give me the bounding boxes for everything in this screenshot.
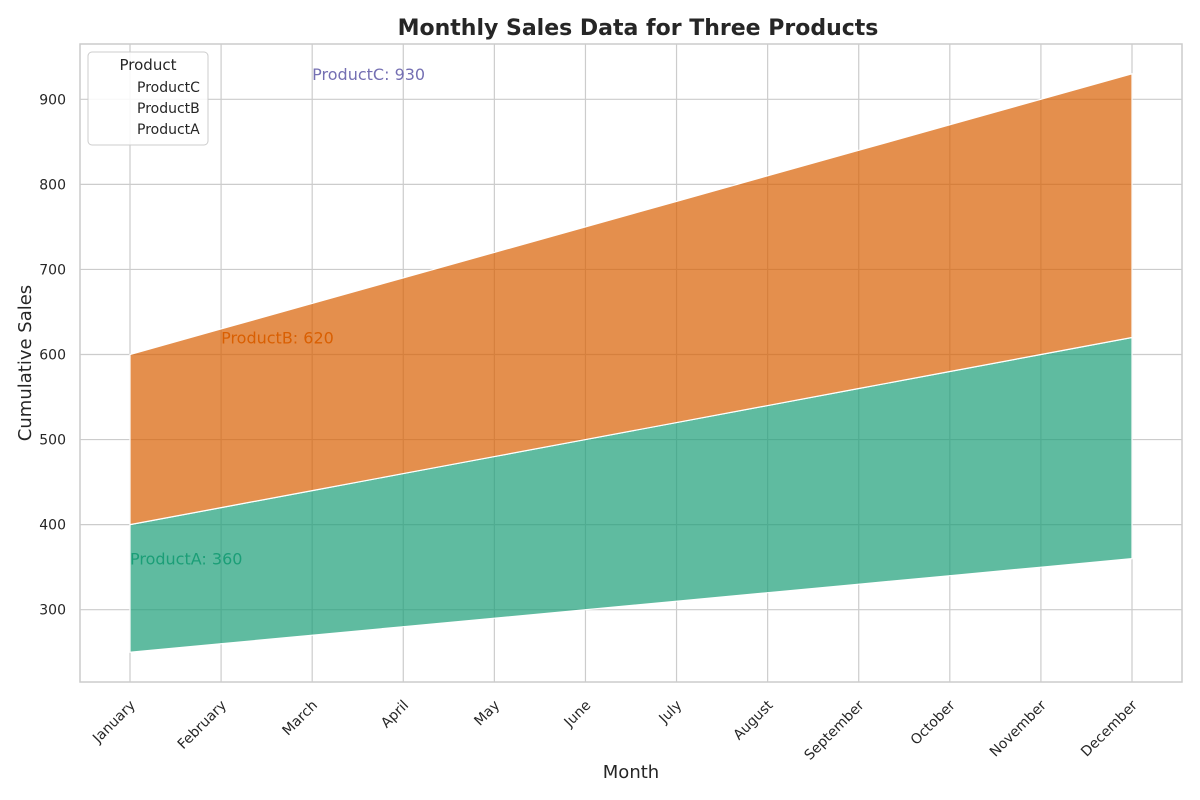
legend: Product ProductC ProductB ProductA bbox=[87, 51, 209, 146]
annotation-label: ProductA: 360 bbox=[130, 550, 242, 569]
areas bbox=[129, 72, 1133, 653]
y-tick-label: 500 bbox=[39, 433, 66, 449]
plot-frame bbox=[79, 43, 1183, 683]
x-tick-label: October bbox=[908, 697, 959, 748]
legend-entries: ProductC ProductB ProductA bbox=[137, 80, 200, 138]
y-tick-label: 600 bbox=[39, 347, 66, 363]
chart-title: Monthly Sales Data for Three Products bbox=[398, 16, 879, 41]
y-ticks: 300 400 500 600 700 800 900 bbox=[39, 92, 66, 618]
x-tick-label: July bbox=[656, 698, 686, 728]
y-axis-label: Cumulative Sales bbox=[15, 285, 36, 441]
annotation-label: ProductC: 930 bbox=[312, 65, 425, 84]
x-tick-label: January bbox=[89, 698, 139, 748]
y-tick-label: 400 bbox=[39, 518, 66, 534]
x-axis-label: Month bbox=[603, 762, 659, 783]
annotation-label: ProductB: 620 bbox=[221, 328, 334, 347]
legend-entry: ProductC bbox=[137, 80, 200, 96]
y-tick-label: 300 bbox=[39, 603, 66, 619]
y-tick-label: 700 bbox=[39, 262, 66, 278]
area-productb bbox=[129, 72, 1133, 526]
x-tick-label: August bbox=[731, 697, 777, 743]
x-tick-label: November bbox=[987, 697, 1050, 760]
y-tick-label: 800 bbox=[39, 177, 66, 193]
y-tick-label: 900 bbox=[39, 92, 66, 108]
legend-box bbox=[87, 51, 209, 146]
x-tick-label: December bbox=[1078, 697, 1141, 760]
legend-entry: ProductA bbox=[137, 122, 200, 138]
legend-title: Product bbox=[120, 56, 177, 74]
x-tick-label: April bbox=[378, 698, 412, 732]
x-ticks: January February March April May June July Augu… bbox=[89, 697, 1141, 763]
x-tick-label: February bbox=[175, 698, 230, 753]
x-tick-label: June bbox=[561, 698, 595, 732]
legend-entry: ProductB bbox=[137, 101, 200, 117]
x-tick-label: March bbox=[280, 698, 321, 739]
x-tick-label: May bbox=[471, 698, 503, 730]
x-tick-label: September bbox=[802, 697, 868, 763]
annotations: ProductC: 930 ProductB: 620 ProductA: 360 bbox=[130, 65, 425, 569]
